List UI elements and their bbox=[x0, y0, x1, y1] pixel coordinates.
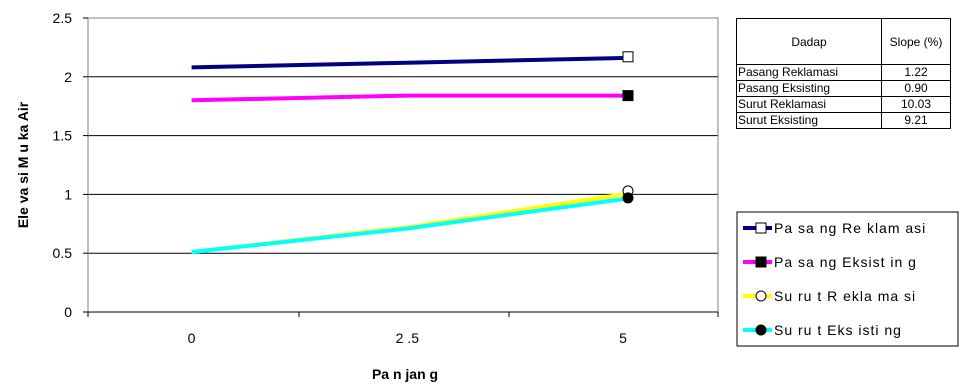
legend-label: Su ru t Eks isti ng bbox=[774, 322, 902, 338]
marker-open-circle bbox=[755, 290, 767, 302]
end-markers bbox=[622, 51, 634, 204]
table-row: Pasang Eksisting 0.90 bbox=[736, 80, 951, 97]
series-line bbox=[191, 197, 624, 254]
legend: Pa sa ng Re klam asi Pa sa ng Eksist in g… bbox=[736, 211, 959, 347]
y-tick-label: 0.5 bbox=[53, 245, 73, 261]
y-tick-label: 2.5 bbox=[53, 10, 73, 26]
marker-filled-circle bbox=[622, 192, 634, 204]
table-cell-name: Surut Reklamasi bbox=[736, 96, 882, 113]
slope-table-header-row: Dadap Slope (%) bbox=[736, 18, 951, 65]
x-axis-title: Pa n jan g bbox=[372, 366, 438, 382]
table-cell-slope: 0.90 bbox=[881, 80, 951, 97]
table-cell-name: Pasang Reklamasi bbox=[736, 64, 882, 81]
marker-filled-square bbox=[622, 90, 634, 102]
y-tick-label: 2 bbox=[64, 69, 72, 85]
legend-label: Su ru t R ekla ma si bbox=[774, 288, 916, 304]
table-cell-name: Pasang Eksisting bbox=[736, 80, 882, 97]
legend-box bbox=[736, 211, 959, 347]
y-tick-label: 1.5 bbox=[53, 128, 73, 144]
x-tick-label: 2 .5 bbox=[396, 330, 420, 346]
legend-label: Pa sa ng Eksist in g bbox=[774, 254, 917, 270]
y-axis-title: Ele va si M u ka Air bbox=[15, 101, 31, 228]
table-row: Surut Reklamasi 10.03 bbox=[736, 96, 951, 113]
series-group bbox=[191, 56, 624, 254]
table-cell-slope: 1.22 bbox=[881, 64, 951, 81]
table-cell-name: Surut Eksisting bbox=[736, 112, 882, 129]
series-line bbox=[191, 56, 624, 70]
slope-table-header-name: Dadap bbox=[736, 18, 882, 65]
legend-label: Pa sa ng Re klam asi bbox=[774, 220, 926, 236]
y-tick-label: 1 bbox=[64, 186, 72, 202]
series-line bbox=[191, 93, 624, 103]
marker-open-square bbox=[622, 51, 634, 63]
table-cell-slope: 9.21 bbox=[881, 112, 951, 129]
marker-filled-square bbox=[755, 256, 767, 268]
axes: 0 0.5 1 1.5 2 2.5 0 2 .5 5 bbox=[53, 10, 719, 346]
table-row: Surut Eksisting 9.21 bbox=[736, 112, 951, 129]
table-row: Pasang Reklamasi 1.22 bbox=[736, 64, 951, 81]
table-cell-slope: 10.03 bbox=[881, 96, 951, 113]
marker-open-square bbox=[755, 222, 767, 234]
y-tick-label: 0 bbox=[64, 304, 72, 320]
x-tick-label: 0 bbox=[188, 330, 196, 346]
marker-filled-circle bbox=[755, 324, 767, 336]
slope-table-header-slope: Slope (%) bbox=[881, 18, 951, 65]
x-tick-label: 5 bbox=[619, 330, 627, 346]
slope-table: Dadap Slope (%) Pasang Reklamasi 1.22 Pa… bbox=[736, 18, 951, 129]
